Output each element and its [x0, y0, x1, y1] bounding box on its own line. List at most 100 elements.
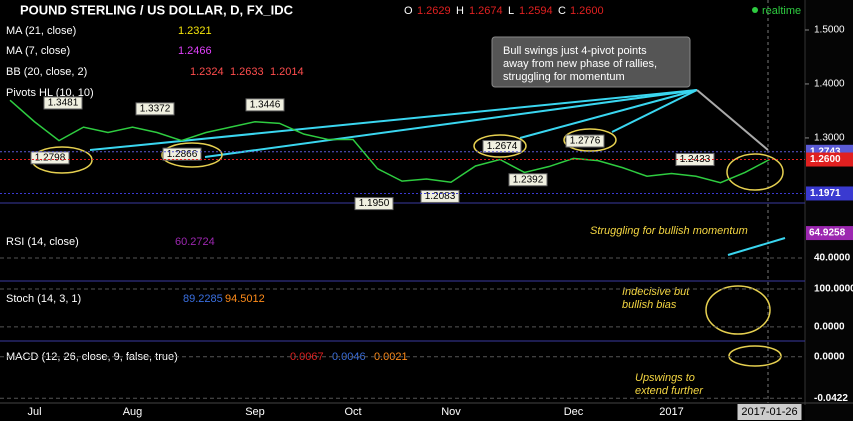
x-tick-label: Nov: [441, 406, 461, 418]
pane-name: RSI (14, close): [6, 236, 79, 248]
arrow: [204, 89, 698, 158]
price-line: [9, 99, 770, 184]
pivot-label: 1.1950: [359, 198, 390, 209]
pivot-label: 1.2433: [680, 154, 711, 165]
y-tick-label: 0.0000: [814, 351, 845, 362]
text-line: away from new phase of rallies,: [503, 58, 657, 70]
y-tick-label: 100.0000: [814, 284, 853, 295]
pane-readout: 60.2724: [175, 236, 215, 248]
pane-readout: 0.0067: [290, 351, 324, 363]
pivot-box: [162, 147, 202, 161]
status-dot: [752, 7, 758, 13]
x-tick-label: Sep: [245, 406, 265, 418]
pivot-box: [135, 102, 175, 116]
pivot-label: 1.2798: [35, 152, 66, 163]
indicator-name: Pivots HL (10, 10): [6, 87, 94, 99]
ohlc-key: L: [508, 5, 514, 17]
pivot-label: 1.2674: [487, 141, 518, 152]
text-line: Upswings to: [635, 372, 695, 384]
pane-tag: [806, 226, 853, 241]
indicator-value: 1.2633: [230, 66, 264, 78]
pivot-label: 1.3481: [48, 98, 79, 109]
pivot-label: 1.2392: [513, 174, 544, 185]
pivot-box: [565, 134, 605, 148]
ellipse: [563, 128, 617, 152]
pane-readout: 0.0046: [332, 351, 366, 363]
price-tag: [806, 186, 853, 201]
pane-tag-label: 64.9258: [809, 228, 846, 239]
ellipse: [705, 285, 771, 335]
arrow: [519, 89, 698, 139]
pivot-box: [245, 98, 285, 112]
ohlc-value: 1.2629: [417, 5, 451, 17]
x-tick-label: Jul: [27, 406, 41, 418]
ellipse: [473, 134, 527, 158]
x-tick-label: Dec: [564, 406, 584, 418]
pivot-box: [43, 96, 83, 110]
indicator-name: MA (7, close): [6, 45, 70, 57]
indicator-name: BB (20, close, 2): [6, 66, 87, 78]
chart-title: POUND STERLING / US DOLLAR, D, FX_IDC: [20, 2, 294, 17]
y-tick-label: 1.3000: [814, 133, 845, 144]
text-line: Bull swings just 4-pivot points: [503, 45, 647, 57]
pivot-label: 1.3446: [250, 100, 281, 111]
text-line: struggling for momentum: [503, 71, 625, 83]
x-tick-label: 2017: [659, 406, 683, 418]
arrow: [696, 89, 769, 151]
indicator-value: 1.2014: [270, 66, 304, 78]
cursor-date-box: [737, 404, 802, 420]
indicator-value: 1.2466: [178, 45, 212, 57]
ohlc-value: 1.2674: [469, 5, 503, 17]
arrow: [89, 89, 698, 151]
y-tick-label: 1.5000: [814, 25, 845, 36]
pivot-label: 1.3372: [140, 103, 171, 114]
ellipse: [161, 142, 223, 168]
annotation: Upswings to extend further: [635, 372, 704, 397]
text-line: Indecisive but: [622, 286, 690, 298]
price-tag-label: 1.2600: [810, 154, 841, 165]
pivot-label: 1.2866: [167, 149, 198, 160]
arrow: [727, 237, 786, 256]
annotation: Struggling for bullish momentum: [590, 225, 748, 237]
y-tick-label: 0.0000: [814, 322, 845, 333]
pane-name: Stoch (14, 3, 1): [6, 293, 81, 305]
x-tick-label: Oct: [344, 406, 361, 418]
price-axis: [805, 0, 853, 421]
price-tag-label: 1.1971: [810, 188, 841, 199]
ohlc-key: H: [456, 5, 464, 17]
pivot-box: [482, 140, 522, 154]
highlights: [31, 128, 784, 367]
ohlc-value: 1.2594: [519, 5, 553, 17]
ellipse: [728, 345, 782, 367]
pivot-label: 1.2776: [570, 136, 601, 147]
pivot-label: 1.2083: [425, 191, 456, 202]
y-tick-label: 1.4000: [814, 79, 845, 90]
indicator-value: 1.2324: [190, 66, 224, 78]
callout-box: [491, 36, 691, 88]
ohlc-key: C: [558, 5, 566, 17]
ellipse: [726, 153, 784, 191]
text-line: bullish bias: [622, 299, 677, 311]
price-tag: [806, 152, 853, 167]
y-tick-label: -0.0422: [814, 393, 848, 404]
x-tick-label: Aug: [123, 406, 143, 418]
pane-readout: 89.2285: [183, 293, 223, 305]
arrow: [611, 89, 698, 133]
arrows: [89, 89, 786, 256]
pivot-box: [508, 173, 548, 187]
status: realtime: [762, 5, 801, 17]
pivot-box: [354, 197, 394, 211]
y-tick-label: 40.0000: [814, 253, 851, 264]
price-tag-label: 1.2743: [810, 146, 841, 157]
ohlc-value: 1.2600: [570, 5, 604, 17]
ohlc-key: O: [404, 5, 413, 17]
text-line: extend further: [635, 385, 704, 397]
indicator-value: 1.2321: [178, 25, 212, 37]
indicator-name: MA (21, close): [6, 25, 76, 37]
x-tick-label: 2017-01-26: [741, 406, 797, 418]
pane-readout: 94.5012: [225, 293, 265, 305]
callout-text: Bull swings just 4-pivot points away from…: [503, 45, 657, 83]
pane-readout: 0.0021: [374, 351, 408, 363]
